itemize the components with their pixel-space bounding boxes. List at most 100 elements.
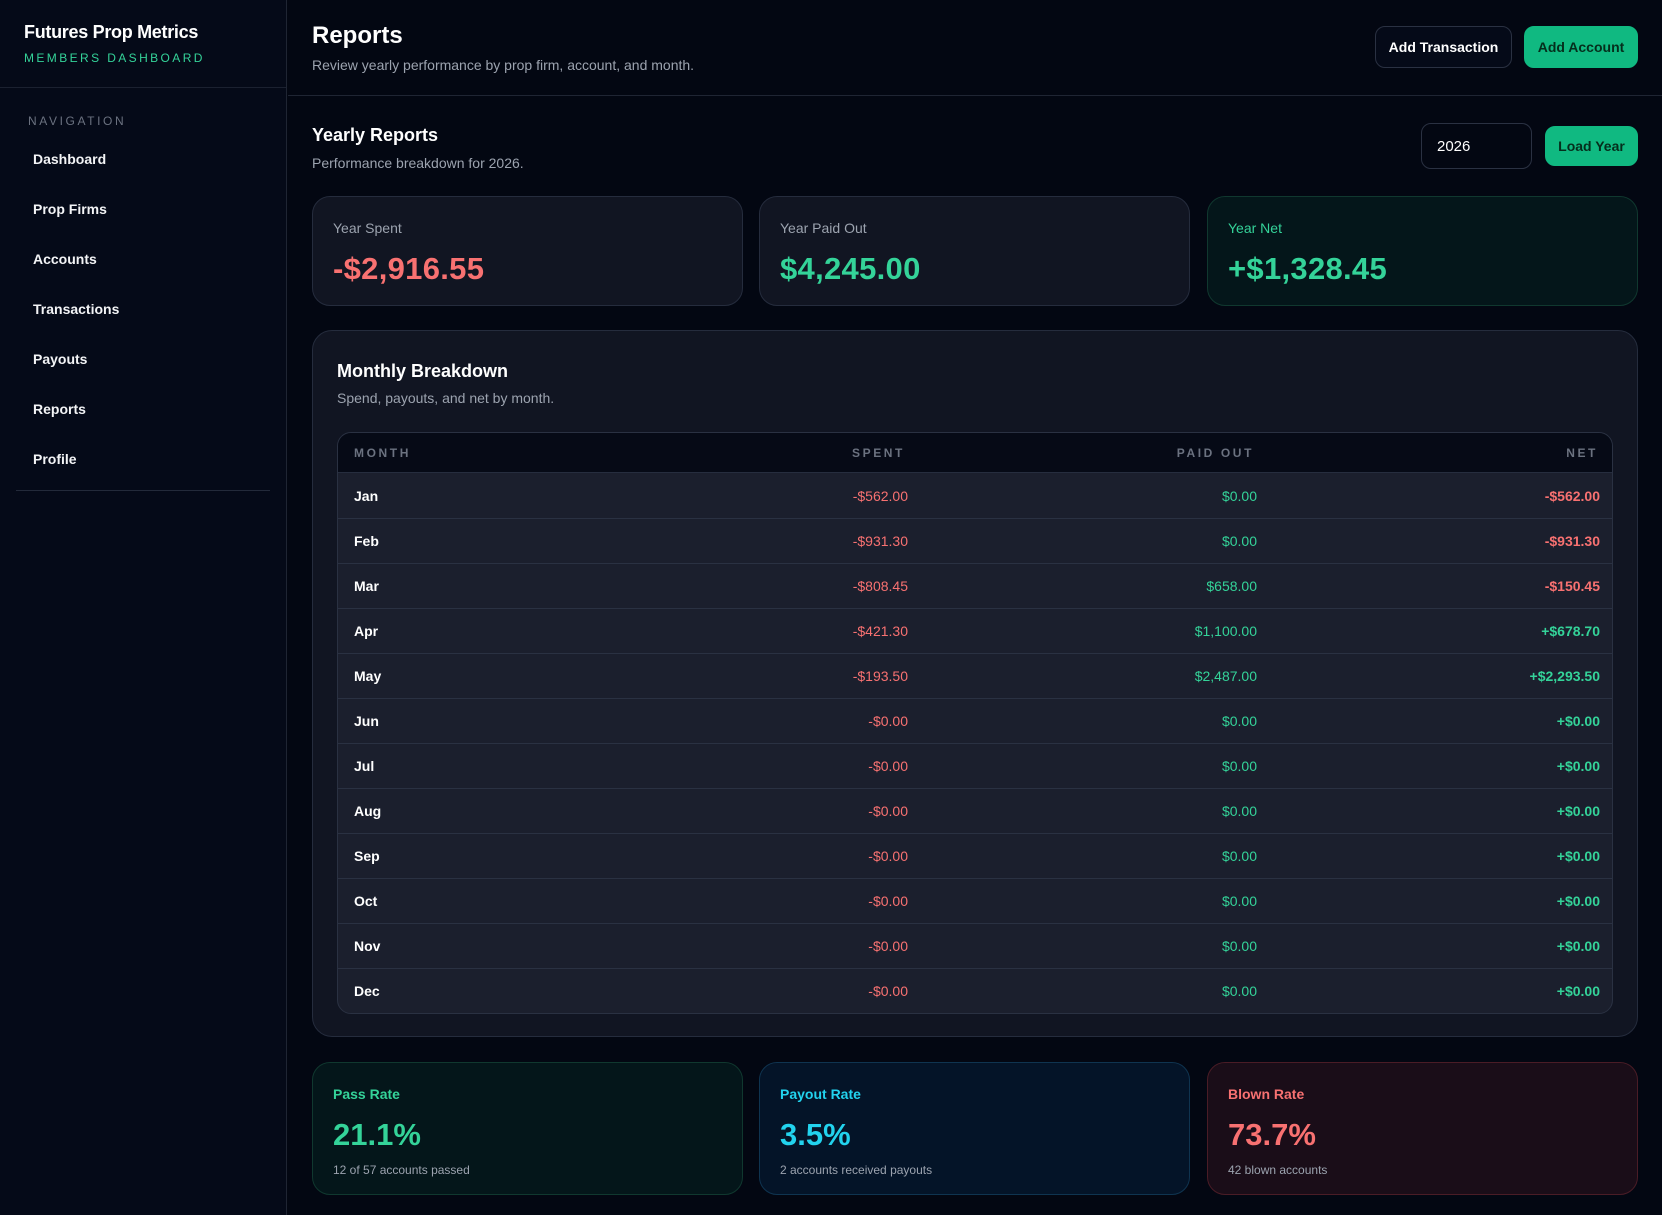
month-cell: Jan: [354, 487, 379, 504]
monthly-table: MONTH SPENT PAID OUT NET Jan -$562.00 $0.0…: [337, 432, 1613, 1014]
month-cell: May: [354, 668, 382, 684]
spent-cell: -$0.00: [868, 983, 908, 999]
brand-title: Futures Prop Metrics: [24, 22, 199, 42]
net-cell: +$0.00: [1556, 758, 1600, 774]
page-header: Reports Review yearly performance by pro…: [288, 0, 1662, 96]
column-header-month: MONTH: [354, 445, 411, 460]
paid-out-cell: $658.00: [1206, 578, 1257, 594]
net-cell: +$0.00: [1556, 803, 1600, 819]
sidebar-item-payouts[interactable]: Payouts: [33, 351, 88, 367]
spent-cell: -$421.30: [852, 623, 908, 639]
sidebar-item-prop-firms[interactable]: Prop Firms: [33, 201, 107, 217]
month-cell: Oct: [354, 893, 378, 909]
blown-rate-label: Blown Rate: [1228, 1086, 1305, 1102]
table-body: Jan -$562.00 $0.00 -$562.00 Feb -$931.30 $0.00…: [338, 473, 1612, 1013]
sidebar-item-accounts[interactable]: Accounts: [33, 251, 97, 267]
paid-out-cell: $0.00: [1221, 533, 1257, 549]
paid-out-cell: $2,487.00: [1194, 668, 1257, 684]
table-row: Sep -$0.00 $0.00 +$0.00: [338, 833, 1612, 878]
table-row: Jun -$0.00 $0.00 +$0.00: [338, 698, 1612, 743]
pass-rate-value: 21.1%: [333, 1117, 421, 1152]
sidebar-item-dashboard[interactable]: Dashboard: [33, 151, 107, 167]
spent-cell: -$0.00: [868, 713, 908, 729]
sidebar-item-reports[interactable]: Reports: [33, 401, 86, 417]
paid-out-cell: $0.00: [1221, 758, 1257, 774]
add-account-button[interactable]: Add Account: [1524, 26, 1638, 68]
table-row: Nov -$0.00 $0.00 +$0.00: [338, 923, 1612, 968]
sidebar-nav: Dashboard Prop Firms Accounts Transactio…: [16, 146, 270, 491]
yearly-reports-subtitle: Performance breakdown for 2026.: [312, 155, 524, 171]
month-cell: Mar: [354, 578, 379, 594]
net-cell: +$0.00: [1556, 713, 1600, 729]
net-cell: -$150.45: [1544, 578, 1600, 594]
month-cell: Aug: [354, 803, 382, 819]
paid-out-cell: $1,100.00: [1194, 623, 1257, 639]
payout-rate-card: Payout Rate 3.5% 2 accounts received pay…: [759, 1062, 1190, 1195]
brand: Futures Prop Metrics MEMBERS DASHBOARD: [0, 0, 286, 88]
year-net-value: +$1,328.45: [1228, 251, 1388, 286]
year-net-card: Year Net +$1,328.45: [1207, 196, 1638, 306]
blown-rate-value: 73.7%: [1228, 1117, 1316, 1152]
paid-out-cell: $0.00: [1221, 487, 1257, 504]
table-row: Jul -$0.00 $0.00 +$0.00: [338, 743, 1612, 788]
payout-rate-note: 2 accounts received payouts: [780, 1163, 933, 1177]
pass-rate-label: Pass Rate: [333, 1086, 400, 1102]
spent-cell: -$0.00: [868, 848, 908, 864]
page-title: Reports: [312, 22, 403, 49]
net-cell: +$0.00: [1556, 983, 1600, 999]
net-cell: +$678.70: [1541, 623, 1600, 639]
yearly-reports-title: Yearly Reports: [312, 125, 439, 145]
load-year-button[interactable]: Load Year: [1545, 126, 1638, 166]
net-cell: +$0.00: [1556, 938, 1600, 954]
net-cell: +$0.00: [1556, 848, 1600, 864]
year-input[interactable]: [1421, 123, 1532, 169]
year-spent-value: -$2,916.55: [333, 251, 485, 286]
pass-rate-card: Pass Rate 21.1% 12 of 57 accounts passed: [312, 1062, 743, 1195]
month-cell: Feb: [354, 533, 379, 549]
paid-out-cell: $0.00: [1221, 893, 1257, 909]
net-cell: -$562.00: [1544, 487, 1600, 504]
paid-out-cell: $0.00: [1221, 713, 1257, 729]
spent-cell: -$193.50: [852, 668, 908, 684]
month-cell: Apr: [354, 623, 379, 639]
payout-rate-value: 3.5%: [780, 1117, 851, 1152]
blown-rate-note: 42 blown accounts: [1228, 1163, 1328, 1177]
table-row: May -$193.50 $2,487.00 +$2,293.50: [338, 653, 1612, 698]
sidebar: Futures Prop Metrics MEMBERS DASHBOARD N…: [0, 0, 287, 1215]
net-cell: +$0.00: [1556, 893, 1600, 909]
table-row: Oct -$0.00 $0.00 +$0.00: [338, 878, 1612, 923]
blown-rate-card: Blown Rate 73.7% 42 blown accounts: [1207, 1062, 1638, 1195]
table-row: Aug -$0.00 $0.00 +$0.00: [338, 788, 1612, 833]
table-row: Dec -$0.00 $0.00 +$0.00: [338, 968, 1612, 1013]
month-cell: Jun: [354, 713, 379, 729]
paid-out-cell: $0.00: [1221, 848, 1257, 864]
table-header: MONTH SPENT PAID OUT NET: [338, 433, 1612, 473]
monthly-breakdown-subtitle: Spend, payouts, and net by month.: [337, 390, 555, 406]
pass-rate-note: 12 of 57 accounts passed: [333, 1163, 470, 1177]
spent-cell: -$562.00: [852, 487, 908, 504]
year-spent-card: Year Spent -$2,916.55: [312, 196, 743, 306]
sidebar-item-profile[interactable]: Profile: [33, 451, 77, 467]
add-transaction-button[interactable]: Add Transaction: [1375, 26, 1512, 68]
brand-subtitle: MEMBERS DASHBOARD: [24, 51, 205, 65]
table-row: Feb -$931.30 $0.00 -$931.30: [338, 518, 1612, 563]
sidebar-item-transactions[interactable]: Transactions: [33, 301, 120, 317]
column-header-paid-out: PAID OUT: [1176, 445, 1254, 460]
spent-cell: -$0.00: [868, 803, 908, 819]
month-cell: Nov: [354, 938, 381, 954]
monthly-breakdown-title: Monthly Breakdown: [337, 361, 509, 381]
table-row: Jan -$562.00 $0.00 -$562.00: [338, 473, 1612, 518]
monthly-breakdown-panel: Monthly Breakdown Spend, payouts, and ne…: [312, 330, 1638, 1037]
table-row: Apr -$421.30 $1,100.00 +$678.70: [338, 608, 1612, 653]
spent-cell: -$0.00: [868, 938, 908, 954]
net-cell: -$931.30: [1544, 533, 1600, 549]
nav-heading: NAVIGATION: [28, 114, 127, 128]
spent-cell: -$0.00: [868, 893, 908, 909]
month-cell: Sep: [354, 848, 380, 864]
year-paid-out-label: Year Paid Out: [780, 220, 867, 236]
paid-out-cell: $0.00: [1221, 803, 1257, 819]
year-spent-label: Year Spent: [333, 220, 402, 236]
column-header-net: NET: [1566, 445, 1598, 460]
spent-cell: -$808.45: [852, 578, 908, 594]
net-cell: +$2,293.50: [1529, 668, 1600, 684]
